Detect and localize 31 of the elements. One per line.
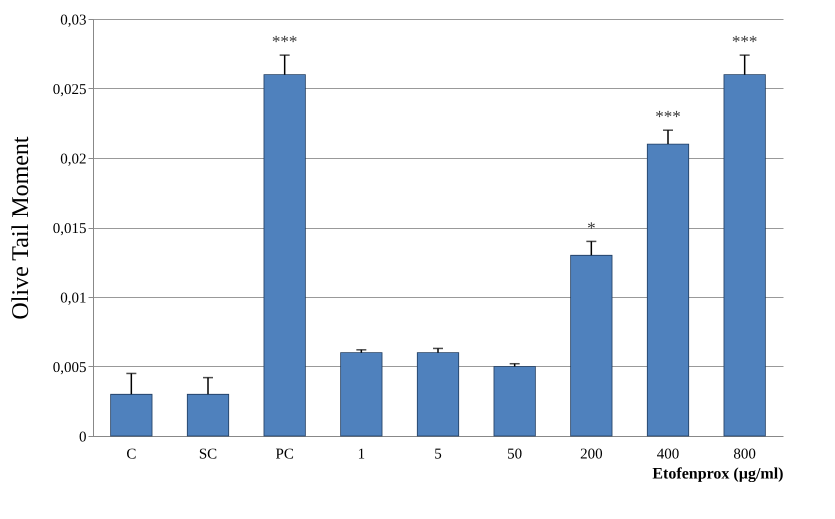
x-tick-label: 50 [507, 446, 522, 462]
y-tick-label: 0,03 [60, 12, 86, 28]
bar [340, 352, 382, 436]
bar [724, 74, 766, 436]
x-tick-label: 800 [733, 446, 756, 462]
bar [494, 366, 536, 436]
y-tick-label: 0,015 [52, 221, 86, 237]
x-tick-label: SC [198, 446, 218, 462]
x-tick-label: C [126, 446, 136, 462]
y-tick-label: 0,02 [60, 152, 86, 168]
x-tick-label: 5 [434, 446, 442, 462]
annotation: *** [732, 32, 758, 52]
x-tick-label: 400 [656, 446, 680, 462]
y-axis-title: Olive Tail Moment [8, 136, 34, 320]
bar [570, 254, 612, 436]
bar [646, 144, 690, 436]
y-tick-label: 0,025 [52, 82, 86, 98]
x-axis-title: Etofenprox (µg/ml) [652, 466, 784, 482]
bar [416, 352, 460, 436]
x-tick-label: PC [275, 446, 294, 462]
annotation: *** [272, 32, 298, 52]
x-tick-label: 1 [358, 446, 366, 462]
bar [110, 394, 152, 436]
bar [264, 74, 306, 436]
bar [186, 394, 230, 436]
y-tick-label: 0,01 [60, 290, 86, 306]
annotation: * [587, 218, 596, 238]
x-tick-label: 200 [580, 446, 603, 462]
y-tick-label: 0 [79, 430, 86, 446]
y-tick-label: 0,005 [52, 360, 86, 376]
annotation: *** [655, 107, 681, 126]
